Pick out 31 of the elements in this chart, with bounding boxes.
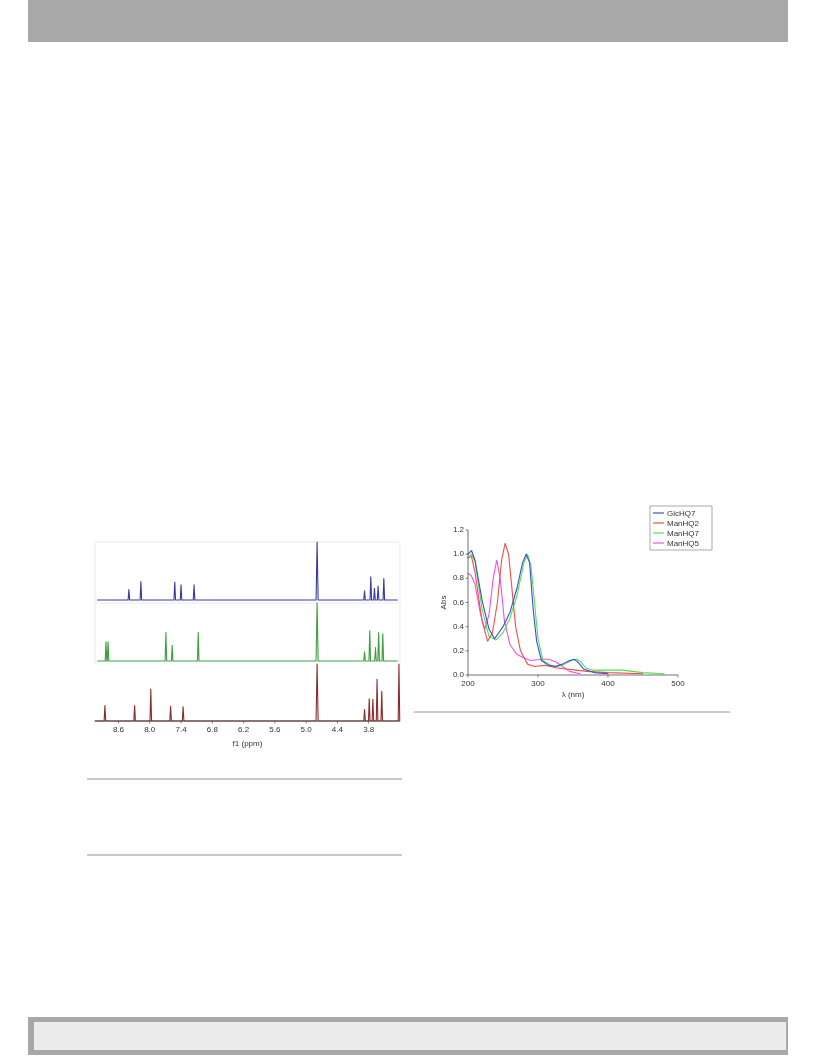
line-series bbox=[467, 553, 665, 675]
x-tick-label: 6.8 bbox=[206, 725, 219, 734]
x-tick-label: 400 bbox=[601, 679, 616, 688]
y-tick-label: 1.2 bbox=[452, 525, 465, 534]
line-series bbox=[467, 559, 581, 675]
legend-label: ManHQ5 bbox=[667, 539, 700, 548]
y-tick-label: 0.2 bbox=[452, 645, 465, 655]
y-tick-label: 0.8 bbox=[452, 573, 465, 583]
x-tick-label: 200 bbox=[461, 679, 476, 688]
legend-label: GlcHQ7 bbox=[667, 509, 696, 518]
x-axis-title: λ (nm) bbox=[561, 690, 585, 699]
x-tick-label: 5.6 bbox=[269, 725, 281, 734]
x-tick-label: 7.4 bbox=[175, 725, 188, 734]
x-tick-label: 8.6 bbox=[112, 725, 125, 734]
y-tick-label: 1.0 bbox=[452, 549, 465, 559]
x-tick-label: 300 bbox=[531, 679, 546, 688]
legend-label: ManHQ2 bbox=[667, 519, 700, 528]
legend-label: ManHQ7 bbox=[667, 529, 700, 538]
line-series bbox=[467, 542, 644, 675]
x-tick-label: 500 bbox=[671, 679, 686, 688]
y-tick-label: 0.4 bbox=[452, 621, 465, 631]
x-tick-label: 3.8 bbox=[363, 725, 375, 734]
x-tick-label: 5.0 bbox=[300, 725, 313, 734]
y-tick-label: 0.0 bbox=[452, 670, 465, 679]
y-tick-label: 0.6 bbox=[452, 597, 465, 607]
x-tick-label: 8.0 bbox=[144, 725, 156, 734]
y-axis-title: Abs bbox=[439, 595, 448, 610]
x-axis-title: f1 (ppm) bbox=[232, 739, 263, 748]
x-tick-label: 6.2 bbox=[238, 725, 250, 734]
line-series bbox=[467, 549, 609, 675]
x-tick-label: 4.4 bbox=[331, 725, 344, 734]
